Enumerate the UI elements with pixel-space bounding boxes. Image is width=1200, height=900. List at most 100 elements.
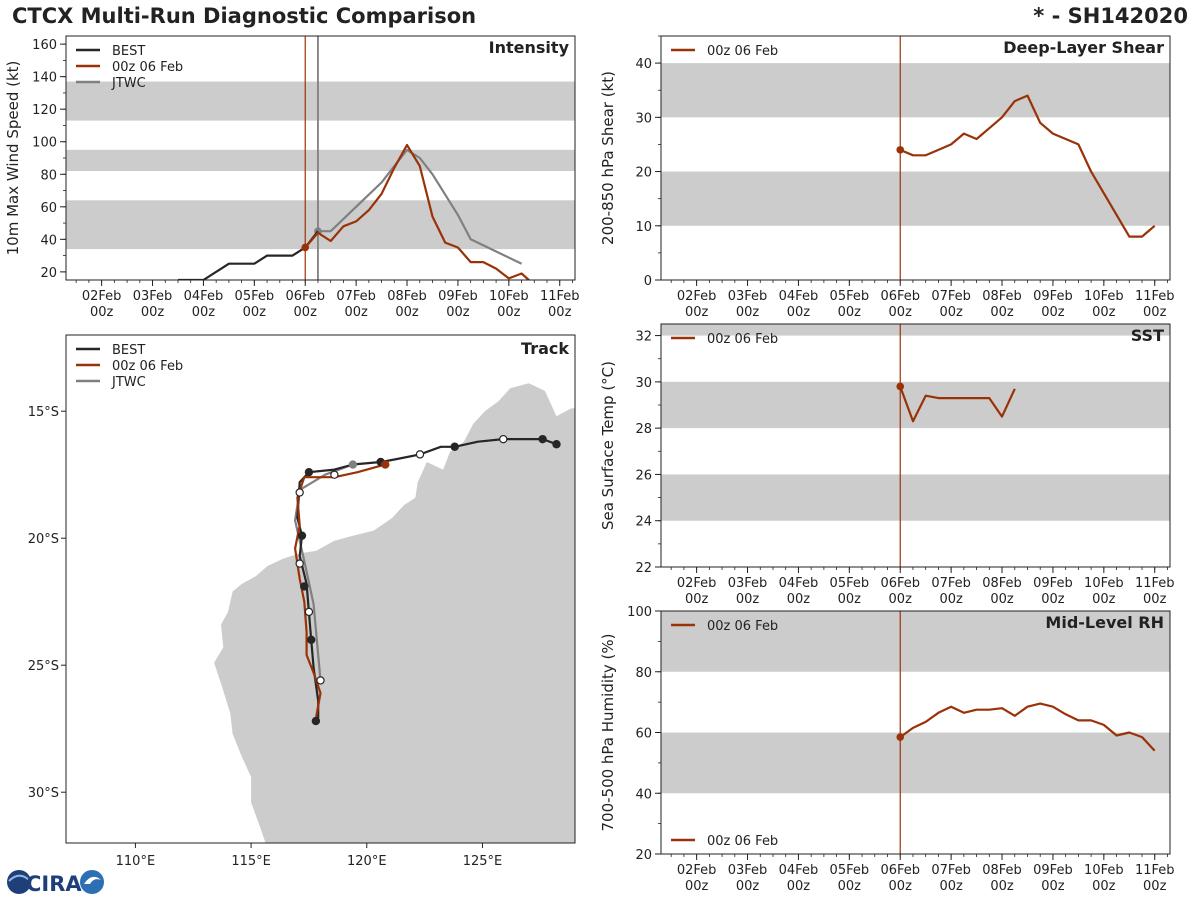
rh-x-tick-sublabel: 00z xyxy=(685,879,709,894)
shear-x-tick-label: 03Feb xyxy=(728,289,768,304)
rh-x-tick-label: 05Feb xyxy=(830,863,870,878)
shear-x-tick-label: 02Feb xyxy=(677,289,717,304)
logo-text: CIRA xyxy=(26,872,82,896)
track-lat-label: 30°S xyxy=(28,786,59,801)
sst-panel: 02Feb00z03Feb00z04Feb00z05Feb00z06Feb00z… xyxy=(599,323,1175,607)
rh-series-group xyxy=(896,702,1156,752)
storm-id-label: * - SH142020 xyxy=(1033,4,1188,28)
intensity-x-tick-sublabel: 00z xyxy=(497,305,521,320)
track-lon-label: 115°E xyxy=(231,854,271,869)
sst-x-tick-label: 06Feb xyxy=(880,576,920,591)
track-line-best xyxy=(296,438,557,719)
intensity-legend-label: 00z 06 Feb xyxy=(112,60,183,75)
rh-x-tick-label: 02Feb xyxy=(677,863,717,878)
track-position-marker xyxy=(499,434,508,444)
intensity-y-tick-label: 80 xyxy=(40,168,57,183)
shear-x-tick-sublabel: 00z xyxy=(685,305,709,320)
shear-x-tick-label: 08Feb xyxy=(982,289,1022,304)
intensity-y-tick-label: 100 xyxy=(32,136,57,151)
intensity-y-tick-label: 160 xyxy=(32,38,57,53)
shear-x-tick-label: 05Feb xyxy=(830,289,870,304)
shear-x-tick-label: 06Feb xyxy=(880,289,920,304)
track-title: Track xyxy=(521,339,569,358)
intensity-band xyxy=(66,81,575,121)
intensity-y-tick-label: 40 xyxy=(40,233,57,248)
shear-band xyxy=(661,63,1170,118)
track-lon-label: 110°E xyxy=(116,854,156,869)
shear-x-tick-sublabel: 00z xyxy=(889,305,913,320)
shear-x-tick-sublabel: 00z xyxy=(1143,305,1167,320)
sst-frame xyxy=(660,323,1171,568)
shear-band xyxy=(661,171,1170,226)
track-position-marker xyxy=(316,676,325,685)
rh-x-tick-sublabel: 00z xyxy=(990,879,1014,894)
shear-x-tick-label: 11Feb xyxy=(1135,289,1175,304)
shear-y-tick-label: 30 xyxy=(635,111,652,126)
track-position-marker xyxy=(330,470,339,479)
shear-series-00z-06-feb xyxy=(899,94,1156,238)
shear-y-tick-label: 40 xyxy=(635,57,652,72)
logo-globe-icon xyxy=(7,870,31,894)
sst-y-tick-label: 32 xyxy=(635,330,652,345)
shear-x-tick-sublabel: 00z xyxy=(838,305,862,320)
sst-series-group xyxy=(896,382,1016,423)
intensity-x-tick-label: 08Feb xyxy=(387,289,427,304)
track-position-marker xyxy=(295,559,304,568)
shear-panel: 02Feb00z03Feb00z04Feb00z05Feb00z06Feb00z… xyxy=(599,35,1175,320)
intensity-series-group xyxy=(178,143,531,280)
track-panel: 110°E 115°E 120°E 125°E 15°S 20°S 25°S 30°S Trac… xyxy=(28,334,576,869)
sst-x-tick-label: 08Feb xyxy=(982,576,1022,591)
track-position-marker xyxy=(300,582,309,591)
track-legend-label: JTWC xyxy=(111,375,146,390)
intensity-x-tick-sublabel: 00z xyxy=(90,305,114,320)
australia-landmass xyxy=(214,383,575,843)
intensity-y-tick-label: 120 xyxy=(32,103,57,118)
rh-y-axis-label: 700-500 hPa Humidity (%) xyxy=(599,633,617,831)
intensity-x-tick-sublabel: 00z xyxy=(294,305,318,320)
sst-y-tick-label: 26 xyxy=(635,468,652,483)
track-position-marker xyxy=(415,450,425,459)
intensity-x-tick-label: 09Feb xyxy=(438,289,478,304)
shear-series-start-marker xyxy=(896,146,905,154)
shear-title: Deep-Layer Shear xyxy=(1003,38,1164,57)
intensity-x-tick-sublabel: 00z xyxy=(548,305,572,320)
track-lat-label: 20°S xyxy=(28,532,59,547)
sst-x-tick-label: 09Feb xyxy=(1033,576,1073,591)
rh-title: Mid-Level RH xyxy=(1045,613,1164,632)
intensity-x-tick-label: 10Feb xyxy=(489,289,529,304)
intensity-x-tick-sublabel: 00z xyxy=(192,305,216,320)
shear-y-axis-label: 200-850 hPa Shear (kt) xyxy=(599,71,617,245)
sst-series-00z-06-feb xyxy=(899,386,1016,423)
shear-y-tick-label: 10 xyxy=(635,220,652,235)
rh-x-tick-label: 11Feb xyxy=(1135,863,1175,878)
track-position-marker xyxy=(381,460,390,469)
rh-y-tick-label: 60 xyxy=(635,727,652,742)
track-position-marker xyxy=(450,442,459,451)
sst-y-tick-label: 24 xyxy=(635,515,652,530)
intensity-panel: 02Feb00z03Feb00z04Feb00z05Feb00z06Feb00z… xyxy=(4,35,580,320)
rh-x-tick-label: 08Feb xyxy=(982,863,1022,878)
sst-x-tick-label: 07Feb xyxy=(931,576,971,591)
track-position-marker xyxy=(304,607,314,617)
rh-x-tick-sublabel: 00z xyxy=(889,879,913,894)
intensity-x-tick-sublabel: 00z xyxy=(395,305,419,320)
rh-x-tick-sublabel: 00z xyxy=(838,879,862,894)
chart-main-title: CTCX Multi-Run Diagnostic Comparison xyxy=(12,4,477,28)
sst-x-tick-label: 11Feb xyxy=(1135,576,1175,591)
rh-x-tick-sublabel: 00z xyxy=(1092,879,1116,894)
intensity-x-tick-sublabel: 00z xyxy=(141,305,165,320)
intensity-series-jtwc xyxy=(318,148,523,265)
intensity-legend-label: BEST xyxy=(112,44,145,59)
sst-x-tick-sublabel: 00z xyxy=(787,592,811,607)
intensity-x-tick-sublabel: 00z xyxy=(243,305,267,320)
intensity-x-tick-sublabel: 00z xyxy=(344,305,368,320)
track-legend-label: 00z 06 Feb xyxy=(112,359,183,374)
track-lat-label: 25°S xyxy=(28,659,59,674)
rh-panel: 02Feb00z03Feb00z04Feb00z05Feb00z06Feb00z… xyxy=(599,605,1175,894)
rh-band xyxy=(661,611,1170,672)
rh-x-tick-sublabel: 00z xyxy=(787,879,811,894)
track-legend-label: BEST xyxy=(112,343,145,358)
rh-series-start-marker xyxy=(896,733,905,741)
rh-y-tick-label: 40 xyxy=(635,787,652,802)
rh-band xyxy=(661,732,1170,794)
